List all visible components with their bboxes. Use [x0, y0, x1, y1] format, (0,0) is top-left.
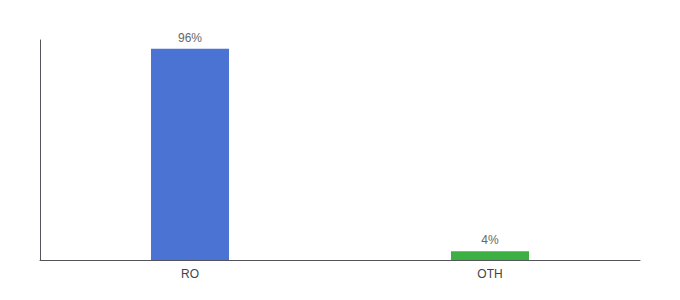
svg-text:OTH: OTH	[477, 267, 502, 281]
svg-text:4%: 4%	[481, 233, 499, 247]
svg-text:96%: 96%	[178, 31, 202, 45]
svg-text:RO: RO	[181, 267, 199, 281]
